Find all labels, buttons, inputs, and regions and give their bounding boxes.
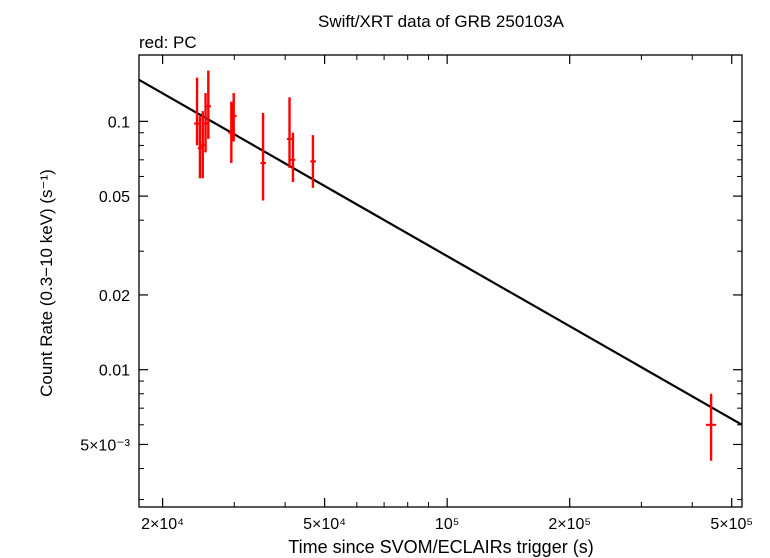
data-point xyxy=(230,93,237,142)
x-tick-label: 5×10⁵ xyxy=(710,516,753,533)
y-tick-label: 0.1 xyxy=(108,114,130,131)
data-point xyxy=(705,393,717,461)
data-point xyxy=(310,135,316,188)
x-tick-label: 10⁵ xyxy=(435,516,459,533)
data-point xyxy=(203,93,208,153)
data-point xyxy=(206,70,212,139)
power-law-fit-line xyxy=(138,78,743,426)
x-tick-label: 5×10⁴ xyxy=(303,516,346,533)
data-point xyxy=(290,132,296,182)
model-line xyxy=(138,78,743,426)
plot-frame xyxy=(138,54,743,508)
chart-title: Swift/XRT data of GRB 250103A xyxy=(318,12,565,31)
x-tick-label: 2×10⁴ xyxy=(141,516,184,533)
data-point xyxy=(200,111,205,179)
x-axis-label: Time since SVOM/ECLAIRs trigger (s) xyxy=(288,537,593,557)
data-point xyxy=(260,113,267,201)
y-tick-label: 0.01 xyxy=(99,363,130,380)
y-axis-label: Count Rate (0.3−10 keV) (s⁻¹) xyxy=(37,169,56,397)
x-tick-label: 2×10⁵ xyxy=(548,516,591,533)
y-tick-label: 5×10⁻³ xyxy=(80,437,130,454)
data-points xyxy=(194,70,717,461)
data-point xyxy=(286,97,293,168)
data-point xyxy=(197,116,203,179)
y-tick-label: 0.02 xyxy=(99,288,130,305)
y-tick-label: 0.05 xyxy=(99,189,130,206)
chart-subtitle: red: PC xyxy=(139,33,197,52)
axis-ticks: 2×10⁴ 5×10⁴ 10⁵ 2×10⁵ 5×10⁵ 5×10⁻³ 0.01 0.02 0.0… xyxy=(80,55,753,533)
